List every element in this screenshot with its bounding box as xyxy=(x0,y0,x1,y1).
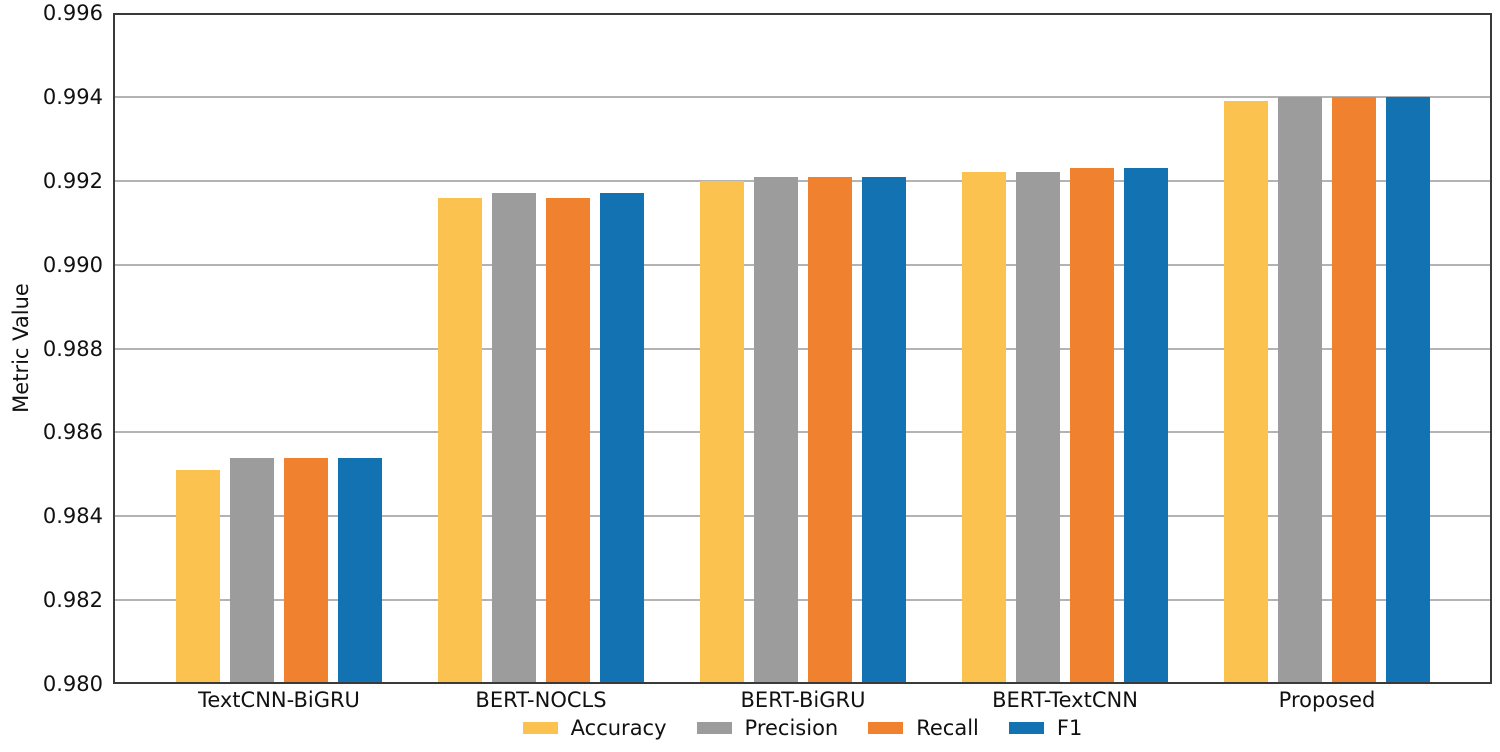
x-tick-label: BERT-BiGRU xyxy=(740,688,866,712)
bar-f1-textcnn-bigru xyxy=(338,457,382,682)
bar-recall-bert-nocls xyxy=(546,197,590,682)
legend-swatch-f1 xyxy=(1008,722,1044,734)
bar-f1-bert-nocls xyxy=(600,193,644,682)
bar-accuracy-bert-nocls xyxy=(438,197,482,682)
bar-precision-bert-nocls xyxy=(492,193,536,682)
legend-label: Accuracy xyxy=(570,716,667,740)
legend-swatch-precision xyxy=(696,722,732,734)
legend-item-precision: Precision xyxy=(696,716,839,740)
bar-recall-proposed xyxy=(1332,96,1376,682)
bar-accuracy-proposed xyxy=(1224,101,1268,682)
gridline xyxy=(115,515,1490,518)
gridline xyxy=(115,347,1490,350)
legend: Accuracy Precision Recall F1 xyxy=(113,716,1492,740)
legend-item-accuracy: Accuracy xyxy=(522,716,667,740)
y-tick-label: 0.984 xyxy=(42,504,103,529)
gridline xyxy=(115,599,1490,602)
bar-f1-bert-bigru xyxy=(862,176,906,682)
bar-precision-textcnn-bigru xyxy=(230,457,274,682)
gridline xyxy=(115,95,1490,98)
bar-recall-bert-bigru xyxy=(808,176,852,682)
bar-f1-proposed xyxy=(1386,96,1430,682)
gridline xyxy=(115,431,1490,434)
legend-label: Recall xyxy=(916,716,979,740)
bar-accuracy-bert-textcnn xyxy=(962,172,1006,682)
gridline xyxy=(115,179,1490,182)
bar-recall-bert-textcnn xyxy=(1070,168,1114,682)
y-tick-label: 0.988 xyxy=(42,336,103,361)
plot-area xyxy=(113,13,1492,684)
gridline xyxy=(115,263,1490,266)
legend-label: Precision xyxy=(744,716,839,740)
bar-recall-textcnn-bigru xyxy=(284,457,328,682)
bar-precision-bert-bigru xyxy=(754,176,798,682)
bar-precision-proposed xyxy=(1278,96,1322,682)
y-tick-label: 0.980 xyxy=(42,672,103,696)
legend-item-recall: Recall xyxy=(868,716,979,740)
x-tick-label: BERT-TextCNN xyxy=(992,688,1138,712)
bar-precision-bert-textcnn xyxy=(1016,172,1060,682)
y-tick-label: 0.994 xyxy=(42,84,103,109)
legend-swatch-accuracy xyxy=(522,722,558,734)
bar-accuracy-textcnn-bigru xyxy=(176,470,220,682)
legend-item-f1: F1 xyxy=(1008,716,1083,740)
y-tick-label: 0.990 xyxy=(42,252,103,277)
bar-accuracy-bert-bigru xyxy=(700,180,744,682)
y-tick-label: 0.986 xyxy=(42,420,103,445)
x-tick-label: TextCNN-BiGRU xyxy=(198,688,360,712)
y-tick-label: 0.996 xyxy=(42,1,103,25)
legend-swatch-recall xyxy=(868,722,904,734)
bar-f1-bert-textcnn xyxy=(1124,168,1168,682)
y-tick-label: 0.982 xyxy=(42,588,103,613)
x-tick-label: Proposed xyxy=(1278,688,1376,712)
x-tick-label: BERT-NOCLS xyxy=(475,688,607,712)
legend-label: F1 xyxy=(1056,716,1083,740)
y-tick-label: 0.992 xyxy=(42,168,103,193)
